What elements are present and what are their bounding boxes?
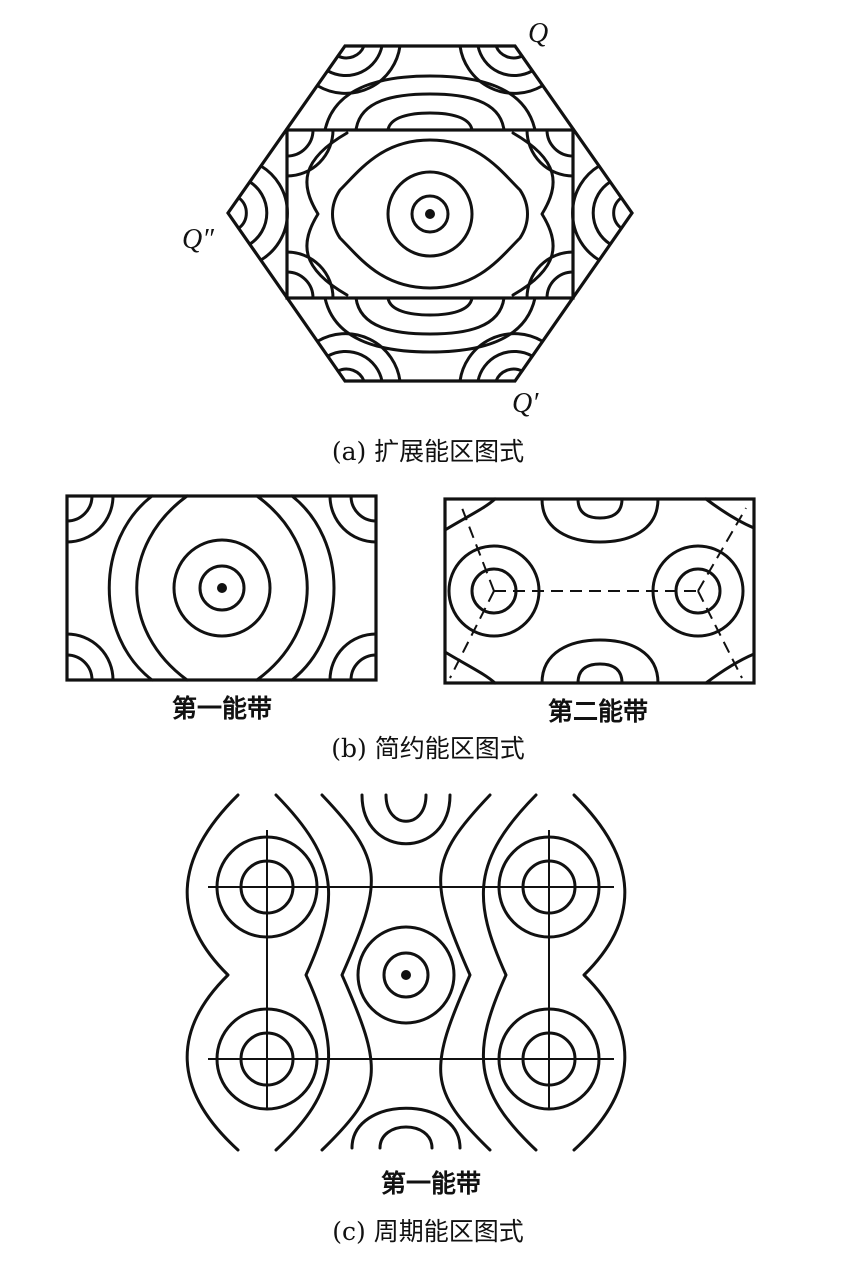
- periodic-top-u-arcs: [360, 793, 452, 846]
- second-band-label: 第二能带: [548, 697, 648, 726]
- first-band-wave-1: [107, 494, 154, 682]
- first-band-frame: [65, 494, 378, 682]
- corner-arcs-top-right: [458, 44, 544, 95]
- periodic-center-dot: [401, 970, 411, 980]
- periodic-band-label: 第一能带: [381, 1169, 481, 1198]
- periodic-corner-circles: [215, 835, 601, 1111]
- center-contour-wavy-left: [305, 131, 349, 297]
- top-band-contour-1: [386, 111, 474, 132]
- corner-arcs-top-left: [316, 44, 402, 95]
- first-band-wave-3: [290, 494, 336, 682]
- periodic-wave-lines: [185, 793, 627, 1152]
- point-q-double-prime-label: Q″: [182, 224, 214, 255]
- periodic-center-contour-outer: [356, 925, 456, 1025]
- top-band-contour-3: [323, 74, 537, 132]
- second-band-bottom-contours: [540, 638, 660, 685]
- rect-corner-arcs-bottom-left: [285, 250, 335, 300]
- periodic-zone-diagram: [185, 793, 627, 1152]
- center-contour-inner: [410, 194, 450, 234]
- second-band-dashed-lines: [449, 507, 747, 679]
- lattice-lines: [208, 830, 614, 1110]
- first-band-wave-4: [255, 494, 309, 682]
- point-q-label: Q: [528, 18, 548, 49]
- first-band-wave-2: [135, 494, 189, 682]
- first-band-corner-arcs: [65, 494, 378, 682]
- extended-zone-diagram: Q Q′ Q″: [182, 18, 634, 419]
- rect-corner-arcs-top-right: [525, 128, 575, 178]
- second-band-top-contours: [540, 497, 660, 544]
- periodic-center-contour-inner: [382, 951, 430, 999]
- bottom-band-contour-1: [386, 296, 474, 317]
- second-band-frame: [443, 497, 756, 685]
- first-band-label: 第一能带: [172, 694, 272, 723]
- reduced-zone-first-band: [65, 494, 378, 682]
- rect-corner-arcs-bottom-right: [525, 250, 575, 300]
- center-contour-middle: [386, 170, 474, 258]
- rect-corner-arcs-top-left: [285, 128, 335, 178]
- caption-c: (c) 周期能区图式: [332, 1217, 523, 1246]
- top-band-contour-2: [354, 92, 506, 132]
- first-band-contour-outer: [172, 538, 272, 638]
- reduced-zone-second-band: [443, 497, 756, 685]
- corner-arcs-right: [571, 164, 623, 262]
- first-band-contour-inner: [198, 564, 246, 612]
- periodic-bottom-u-arcs: [350, 1106, 462, 1150]
- corner-arcs-left: [237, 164, 289, 262]
- center-contour-wavy-right: [511, 131, 555, 297]
- center-contour-outer: [331, 138, 529, 290]
- corner-arcs-bottom-left: [316, 332, 402, 383]
- bottom-band-contour-3: [323, 296, 537, 354]
- caption-a: (a) 扩展能区图式: [332, 437, 524, 466]
- first-band-center-dot: [217, 583, 227, 593]
- second-band-side-arcs: [443, 497, 756, 685]
- bottom-band-contour-2: [354, 296, 506, 336]
- zone-center-dot: [425, 209, 435, 219]
- point-q-prime-label: Q′: [512, 388, 539, 419]
- caption-b: (b) 简约能区图式: [331, 734, 524, 763]
- corner-arcs-bottom-right: [458, 332, 544, 383]
- hexagon-zone-boundary: [226, 44, 634, 383]
